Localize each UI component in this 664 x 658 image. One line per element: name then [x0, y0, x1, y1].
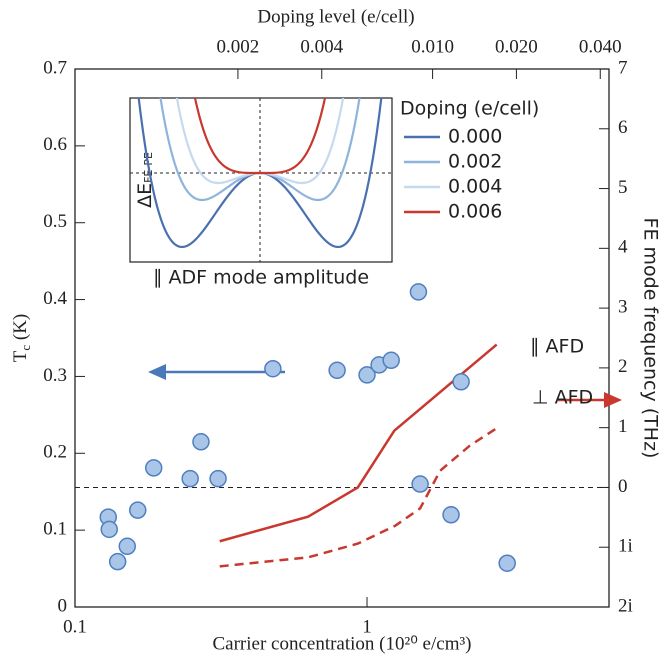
y2-tick-label: 6 — [618, 117, 628, 138]
series-line — [219, 343, 498, 543]
x-tick-label: 0.1 — [63, 616, 87, 637]
y-tick-label: 0.1 — [43, 519, 67, 540]
y-label-main: T — [10, 350, 31, 362]
legend-label: 0.006 — [448, 201, 502, 223]
inset-curve — [193, 98, 327, 175]
y2-tick-label: 1i — [618, 536, 633, 557]
data-point — [264, 359, 282, 378]
inset-curves — [137, 98, 383, 249]
data-point — [411, 475, 429, 493]
x2-tick-label: 0.002 — [217, 36, 260, 57]
y2-tick-label: 5 — [618, 177, 628, 198]
data-point — [100, 520, 118, 539]
y2-tick-label: 2i — [618, 595, 633, 616]
x2-tick-label: 0.040 — [579, 36, 622, 57]
data-point — [452, 373, 470, 391]
data-point — [128, 501, 147, 519]
y-tick-label: 0.4 — [43, 288, 67, 309]
data-point — [118, 537, 137, 556]
y-axis-label: Tc (K) — [10, 314, 33, 363]
right-arrow — [558, 392, 622, 408]
legend-label: 0.000 — [448, 126, 502, 148]
plot-frame — [74, 68, 610, 608]
y2-tick-label: 4 — [618, 237, 628, 258]
legend-label: 0.004 — [448, 176, 502, 198]
y2-tick-label: 1 — [618, 416, 628, 437]
data-point — [382, 351, 400, 370]
inset-y-main: ΔE — [134, 183, 156, 208]
y2-axis-label: FE mode frequency (THz) — [640, 218, 662, 459]
legend-title: Doping (e/cell) — [400, 98, 539, 120]
y-tick-label: 0.3 — [43, 365, 67, 386]
y2-tick-label: 0 — [618, 476, 628, 497]
legend-label: 0.002 — [448, 151, 502, 173]
left-arrow — [148, 364, 285, 380]
y-label-sub: c — [18, 345, 33, 351]
y2-tick-label: 3 — [618, 296, 628, 317]
y-tick-label: 0.7 — [43, 57, 67, 78]
data-point — [209, 469, 227, 488]
inset-x-label: ∥ ADF mode amplitude — [153, 267, 369, 289]
x-tick-label: 1 — [362, 616, 372, 637]
y2-tick-label: 2 — [618, 356, 628, 377]
data-point — [192, 433, 210, 451]
data-point — [358, 366, 376, 384]
data-point — [144, 459, 163, 477]
y-label-unit: (K) — [10, 314, 31, 345]
y2-tick-label: 7 — [618, 57, 628, 78]
x2-tick-label: 0.020 — [495, 36, 538, 57]
x2-tick-label: 0.004 — [300, 36, 343, 57]
x2-tick-label: 0.010 — [411, 36, 454, 57]
x-axis-label: Carrier concentration (10²⁰ e/cm³) — [212, 633, 471, 654]
inset-frame — [129, 97, 393, 263]
y-tick-label: 0 — [58, 595, 68, 616]
series-label: ⊥ AFD — [532, 387, 593, 409]
series-label: ∥ AFD — [530, 336, 584, 358]
data-point — [442, 506, 460, 524]
series-line — [219, 427, 498, 568]
y-tick-label: 0.5 — [43, 211, 67, 232]
data-point — [181, 469, 199, 488]
data-point — [409, 283, 428, 301]
x2-axis-label: Doping level (e/cell) — [257, 6, 414, 27]
data-point — [108, 552, 127, 571]
data-point — [498, 554, 516, 572]
data-point — [328, 361, 346, 380]
y-tick-label: 0.6 — [43, 134, 67, 155]
y-tick-label: 0.2 — [43, 442, 67, 463]
